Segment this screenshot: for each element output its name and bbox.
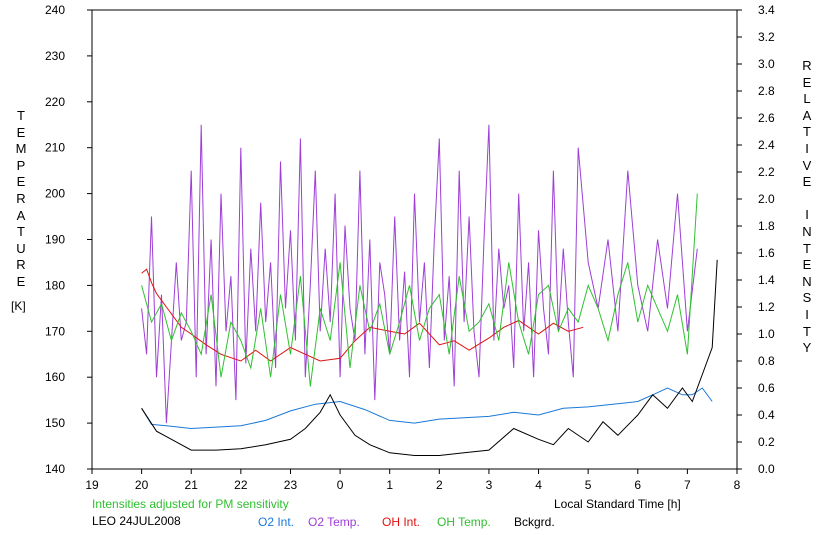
- y-right-tick-label: 1.4: [758, 273, 775, 287]
- y-left-tick-label: 140: [45, 462, 65, 476]
- axis-title-letter: I: [805, 140, 809, 156]
- y-left-tick-label: 180: [45, 278, 65, 292]
- x-tick-label: 22: [234, 478, 248, 492]
- x-tick-label: 1: [386, 478, 393, 492]
- axis-title-letter: P: [16, 157, 26, 173]
- x-tick-label: 6: [634, 478, 641, 492]
- x-tick-label: 4: [535, 478, 542, 492]
- x-tick-label: 3: [486, 478, 493, 492]
- axis-title-letter: R: [802, 58, 812, 73]
- y-left-tick-label: 190: [45, 233, 65, 247]
- y-left-tick-label: 200: [45, 187, 65, 201]
- y-left-tick-label: 170: [45, 324, 65, 338]
- legend-bckgrd: Bckgrd.: [514, 515, 555, 529]
- axis-title-letter: E: [802, 174, 812, 190]
- axis-title-letter: R: [16, 257, 26, 273]
- axis-title-letter: A: [802, 107, 812, 123]
- axis-title-letter: I: [805, 306, 809, 322]
- x-tick-label: 5: [585, 478, 592, 492]
- y-right-tick-label: 0.2: [758, 435, 775, 449]
- y-right-tick-label: 3.4: [758, 3, 775, 17]
- y-right-tick-label: 3.0: [758, 57, 775, 71]
- axis-title-letter: T: [803, 124, 811, 140]
- y-right-tick-label: 0.6: [758, 381, 775, 395]
- y-right-tick-label: 2.4: [758, 138, 775, 152]
- y-right-tick-label: 0.8: [758, 354, 775, 368]
- axis-title-letter: V: [802, 157, 812, 173]
- y-right-tick-label: 3.2: [758, 30, 775, 44]
- station-date: LEO 24JUL2008: [92, 514, 181, 528]
- axis-title-letter: S: [802, 290, 812, 306]
- axis-title-letter: N: [802, 223, 812, 239]
- axis-title-letter: R: [16, 190, 26, 206]
- y-left-tick-label: 150: [45, 416, 65, 430]
- y-right-tick-label: 1.2: [758, 300, 775, 314]
- axis-title-letter: E: [802, 74, 812, 90]
- axis-title-letter: E: [16, 124, 26, 140]
- x-tick-label: 23: [284, 478, 298, 492]
- sensitivity-note: Intensities adjusted for PM sensitivity: [92, 497, 289, 511]
- axis-title-letter: T: [803, 323, 811, 339]
- axis-title-letter: T: [803, 240, 811, 256]
- y-right-tick-label: 1.0: [758, 327, 775, 341]
- axis-title-letter: T: [17, 108, 25, 123]
- x-tick-label: 2: [436, 478, 443, 492]
- x-tick-label: 20: [135, 478, 149, 492]
- x-tick-label: 7: [684, 478, 691, 492]
- y-right-tick-label: 1.8: [758, 219, 775, 233]
- axis-title-letter: U: [16, 240, 26, 256]
- series-o2-temp-line: [141, 124, 698, 424]
- axis-title-letter: L: [803, 91, 811, 107]
- y-left-tick-label: 230: [45, 49, 65, 63]
- y-left-tick-label: 160: [45, 370, 65, 384]
- x-axis-label: Local Standard Time [h]: [554, 497, 681, 511]
- axis-title-letter: E: [16, 273, 26, 289]
- y-left-tick-label: 220: [45, 95, 65, 109]
- y-right-tick-label: 2.8: [758, 84, 775, 98]
- y-left-tick-label: 210: [45, 141, 65, 155]
- y-right-tick-label: 0.0: [758, 462, 775, 476]
- x-tick-label: 19: [85, 478, 99, 492]
- series-oh-int-line: [141, 268, 584, 362]
- axis-title-letter: E: [802, 257, 812, 273]
- axis-title-letter: N: [802, 273, 812, 289]
- axis-title-letter: T: [17, 224, 25, 240]
- y-right-tick-label: 2.0: [758, 192, 775, 206]
- y-right-tick-label: 2.6: [758, 111, 775, 125]
- axis-title-letter: I: [805, 207, 809, 223]
- y-right-tick-label: 1.6: [758, 246, 775, 260]
- y-right-tick-label: 2.2: [758, 165, 775, 179]
- axis-title-letter: Y: [802, 340, 812, 356]
- left-axis-unit: [K]: [11, 299, 26, 313]
- legend-o2-int: O2 Int.: [258, 515, 295, 529]
- series-o2-int-line: [141, 387, 713, 430]
- series-oh-temp-line: [141, 193, 698, 387]
- x-tick-label: 0: [337, 478, 344, 492]
- axis-title-letter: A: [16, 207, 26, 223]
- legend-oh-temp: OH Temp.: [437, 515, 491, 529]
- legend-oh-int: OH Int.: [382, 515, 421, 529]
- series-bckgrd-line: [141, 259, 718, 456]
- legend-o2-temp: O2 Temp.: [308, 515, 360, 529]
- y-left-tick-label: 240: [45, 3, 65, 17]
- y-right-tick-label: 0.4: [758, 408, 775, 422]
- x-tick-label: 21: [185, 478, 199, 492]
- axis-title-letter: [800, 191, 814, 208]
- axis-title-letter: E: [16, 174, 26, 190]
- axis-title-letter: M: [15, 141, 27, 157]
- x-tick-label: 8: [734, 478, 741, 492]
